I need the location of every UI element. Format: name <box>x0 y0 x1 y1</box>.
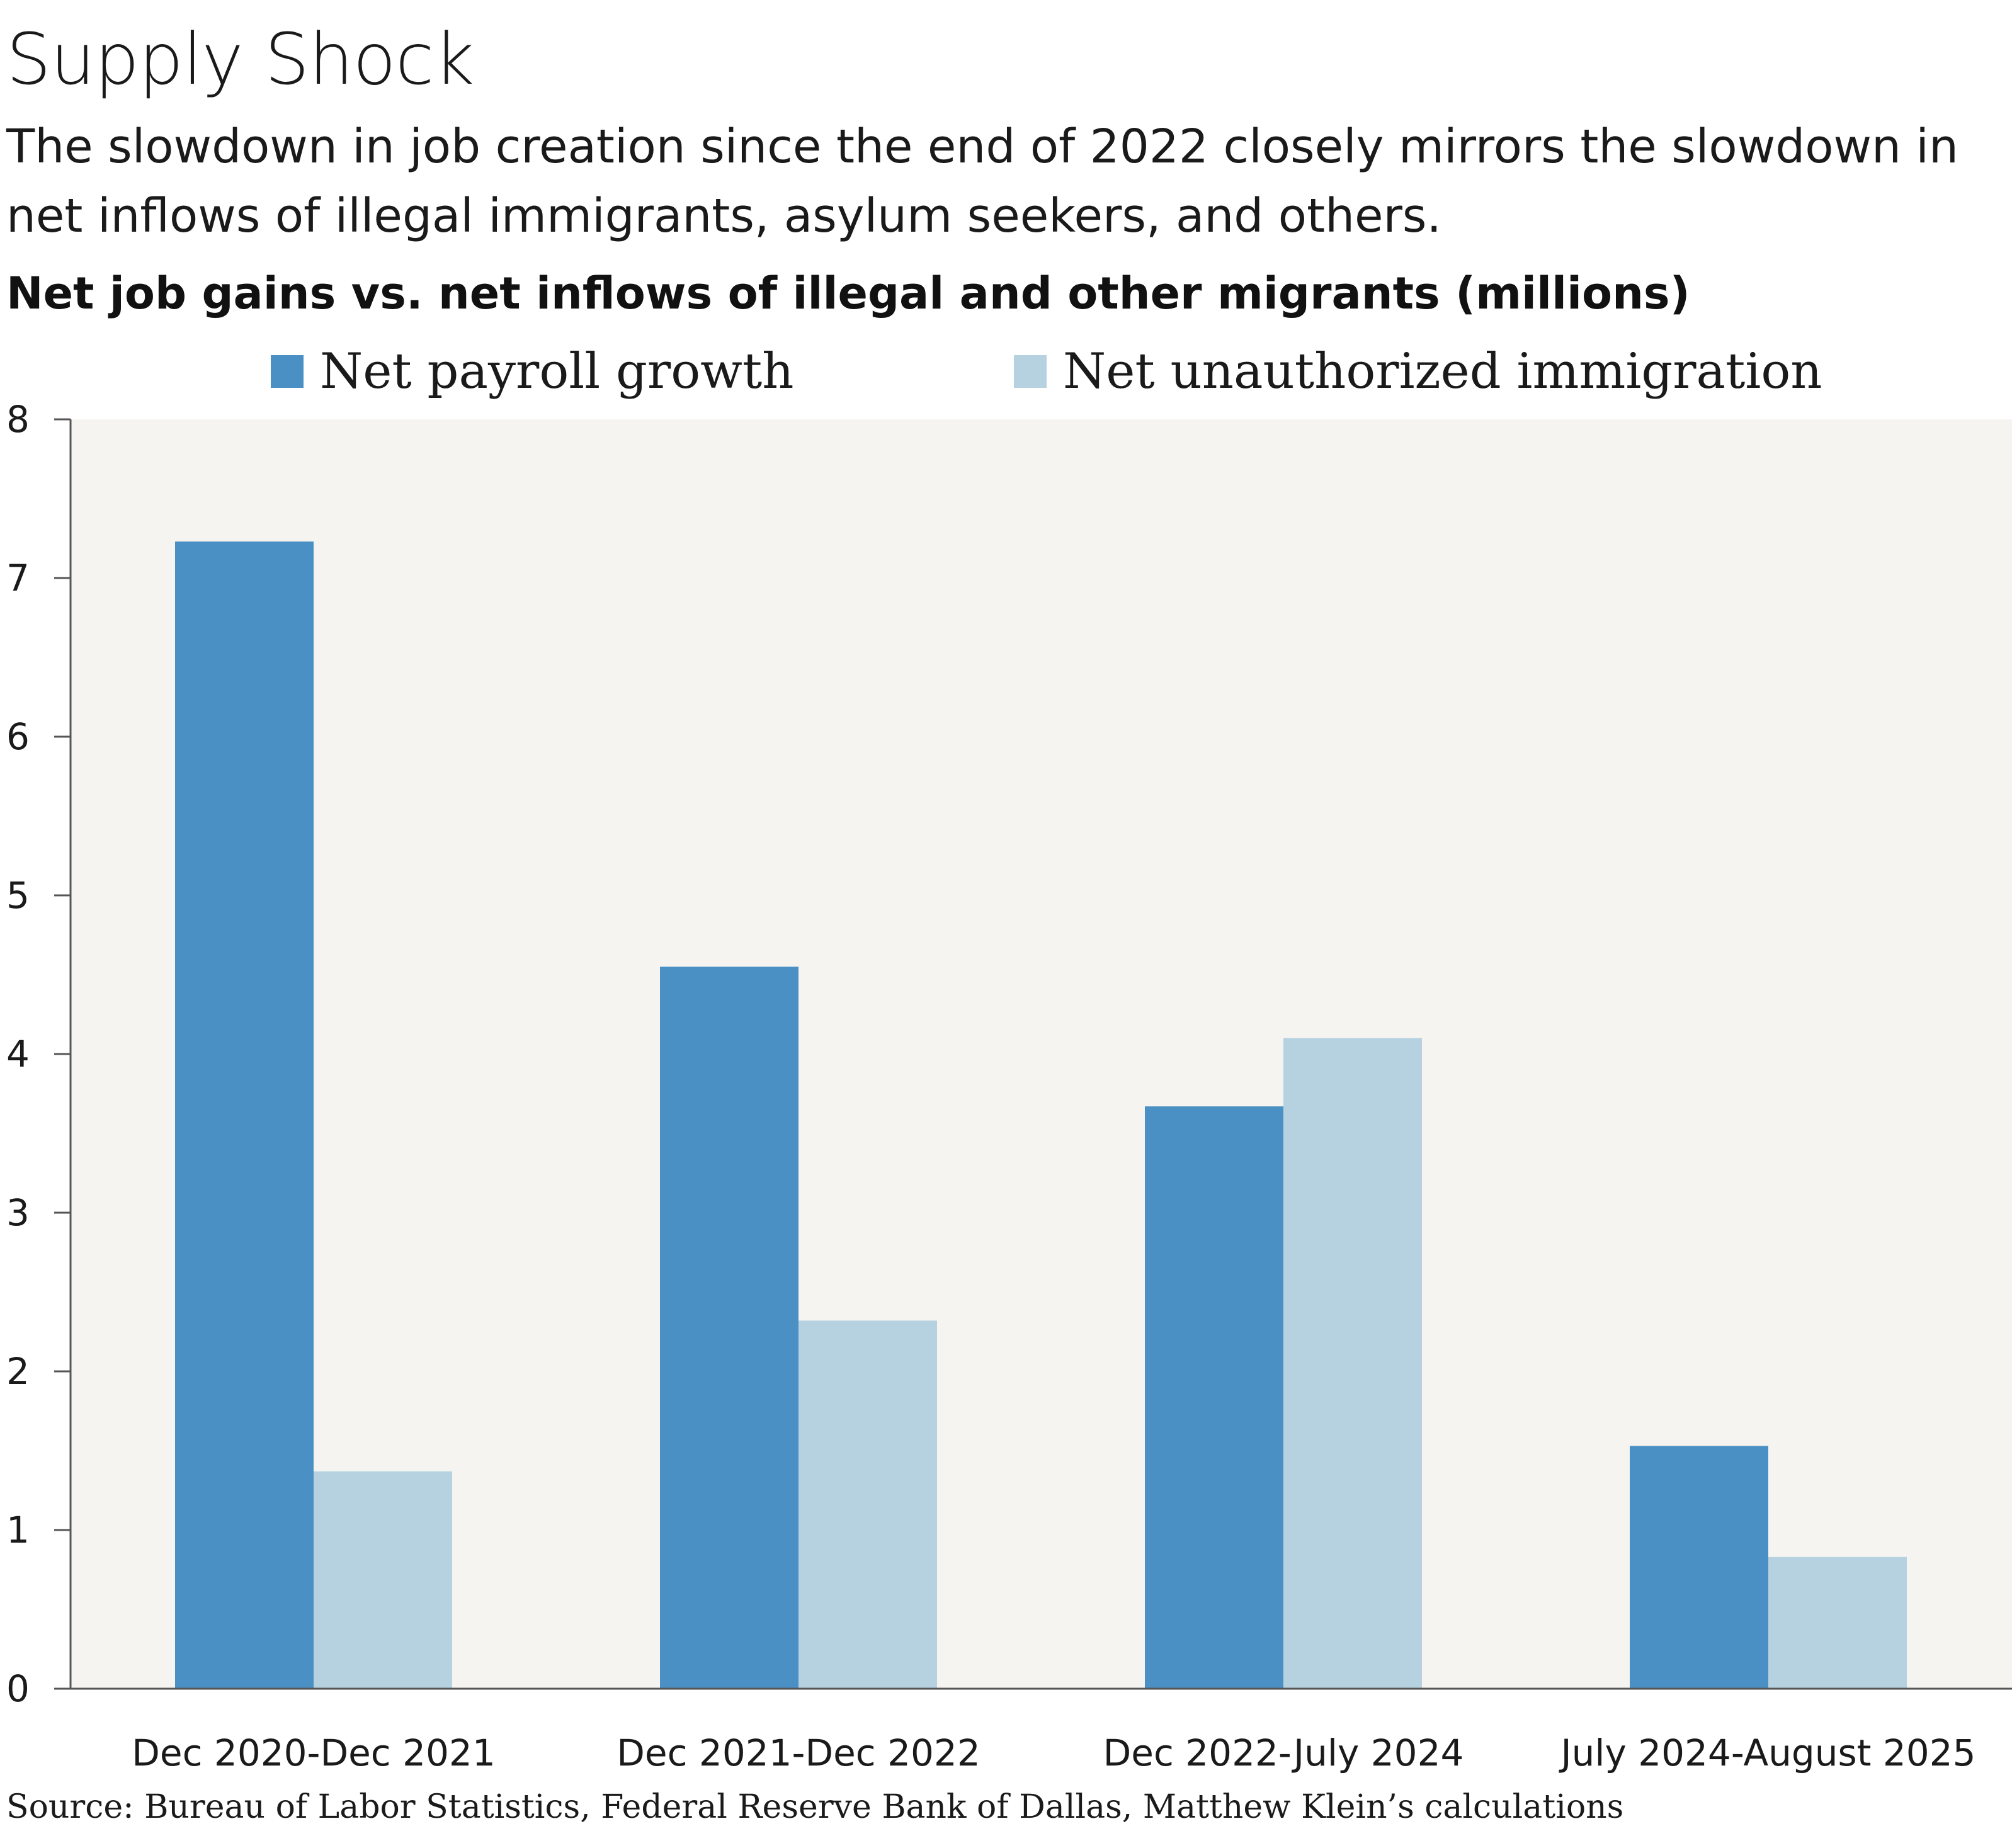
x-category-label: July 2024-August 2025 <box>1559 1732 1975 1774</box>
legend-item-payroll: Net payroll growth <box>271 343 794 400</box>
bar-immigration-2 <box>799 1320 937 1689</box>
bar-payroll-3 <box>1145 1106 1283 1689</box>
y-axis: 0 1 2 3 4 5 6 7 8 <box>6 403 72 1710</box>
bar-payroll-1 <box>175 541 314 1689</box>
page-subtitle: The slowdown in job creation since the e… <box>6 120 1958 243</box>
x-category-label: Dec 2021-Dec 2022 <box>617 1732 980 1774</box>
y-tick-label: 3 <box>6 1191 30 1234</box>
bar-payroll-2 <box>660 967 799 1689</box>
x-category-label: Dec 2020-Dec 2021 <box>132 1732 495 1774</box>
y-tick-label: 7 <box>6 557 30 599</box>
legend-label-payroll: Net payroll growth <box>320 343 794 400</box>
y-tick-label: 2 <box>6 1350 30 1393</box>
legend-label-immigration: Net unauthorized immigration <box>1063 343 1822 400</box>
bar-immigration-1 <box>314 1471 452 1689</box>
x-axis: Dec 2020-Dec 2021 Dec 2021-Dec 2022 Dec 20… <box>71 1687 2012 1774</box>
bar-immigration-3 <box>1283 1038 1422 1689</box>
chart-title: Net job gains vs. net inflows of illegal… <box>6 268 1690 319</box>
bars <box>175 541 1907 1689</box>
y-tick-label: 1 <box>6 1509 30 1551</box>
legend-swatch-immigration <box>1014 355 1047 388</box>
y-tick-label: 5 <box>6 874 30 917</box>
bar-immigration-4 <box>1768 1556 1907 1689</box>
source-note: Source: Bureau of Labor Statistics, Fede… <box>6 1788 1624 1826</box>
bar-chart: 0 1 2 3 4 5 6 7 8 Dec 2020-Dec 2021 Dec 2021-Dec … <box>6 403 2012 1774</box>
y-tick-label: 8 <box>6 403 30 441</box>
y-tick-label: 4 <box>6 1033 30 1075</box>
y-tick-label: 6 <box>6 715 30 758</box>
legend-swatch-payroll <box>271 355 304 388</box>
chart-legend: Net payroll growth Net unauthorized immi… <box>0 343 2012 412</box>
bar-payroll-4 <box>1630 1446 1768 1689</box>
y-tick-label: 0 <box>6 1667 30 1710</box>
x-category-label: Dec 2022-July 2024 <box>1103 1732 1464 1774</box>
page-title: Supply Shock <box>6 19 474 101</box>
legend-item-immigration: Net unauthorized immigration <box>1014 343 1822 400</box>
